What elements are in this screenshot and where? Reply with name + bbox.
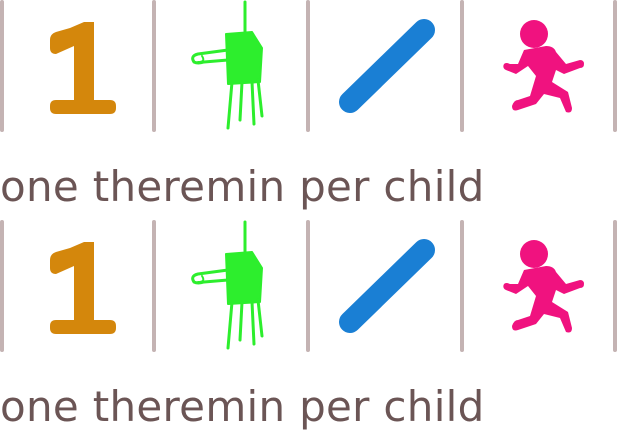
number-one-icon (18, 224, 138, 354)
divider-line (306, 0, 310, 132)
divider-line (0, 0, 4, 132)
number-one-icon (18, 4, 138, 134)
divider-line (460, 0, 464, 132)
divider-line (0, 220, 4, 352)
running-child-icon (482, 224, 602, 354)
divider-line (613, 0, 617, 132)
tagline: one theremin per child (0, 382, 485, 431)
divider-line (613, 220, 617, 352)
divider-line (152, 220, 156, 352)
logo-block-top: one theremin per child (0, 0, 617, 211)
divider-line (306, 220, 310, 352)
slash-icon (326, 220, 446, 350)
divider-line (460, 220, 464, 352)
running-child-icon (482, 4, 602, 134)
theremin-icon (170, 0, 290, 130)
logo-block-bottom: one theremin per child (0, 220, 618, 440)
tagline: one theremin per child (0, 162, 485, 211)
divider-line (152, 0, 156, 132)
slash-icon (326, 0, 446, 130)
theremin-icon (170, 220, 290, 350)
